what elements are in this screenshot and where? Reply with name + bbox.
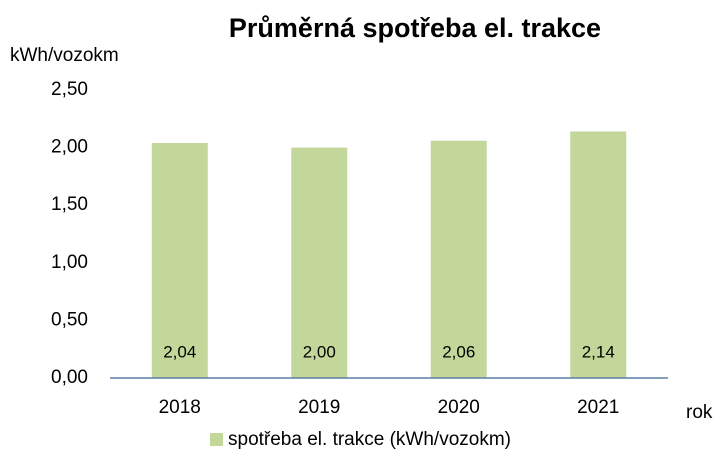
value-label: 2,00 [303,342,336,361]
value-label: 2,14 [582,342,615,361]
y-tick-label: 1,50 [51,194,88,215]
bar [291,147,348,378]
bar [151,142,208,378]
x-tick-label: 2021 [577,397,619,418]
y-axis-label: kWh/vozokm [10,45,119,66]
value-label: 2,06 [442,342,475,361]
y-tick-label: 2,50 [51,79,88,100]
bar [430,140,487,378]
value-label: 2,04 [163,342,196,361]
x-tick-label: 2020 [438,397,480,418]
x-tick-label: 2019 [298,397,340,418]
legend-label: spotřeba el. trakce (kWh/vozokm) [228,429,511,450]
x-tick-label: 2018 [159,397,201,418]
x-axis-label: rok [686,402,713,423]
legend-swatch [210,433,223,446]
chart-title: Průměrná spotřeba el. trakce [229,13,601,43]
y-tick-label: 0,50 [51,309,88,330]
y-tick-label: 0,00 [51,367,88,388]
y-tick-label: 1,00 [51,252,88,273]
bar [570,131,627,378]
y-tick-label: 2,00 [51,137,88,158]
